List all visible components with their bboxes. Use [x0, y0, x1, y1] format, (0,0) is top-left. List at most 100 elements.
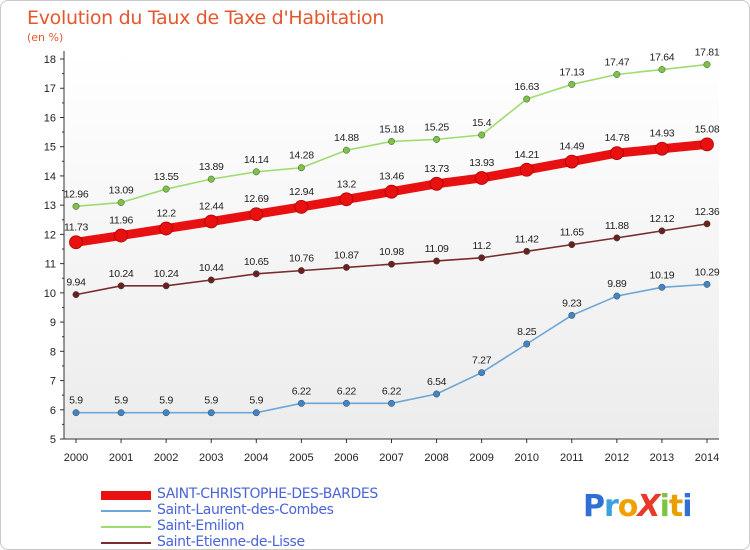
data-label: 12.12 — [650, 213, 675, 225]
x-tick-label: 2005 — [289, 452, 313, 464]
data-point — [69, 235, 83, 250]
data-point — [204, 214, 219, 229]
data-label: 15.08 — [695, 123, 720, 135]
y-tick-label: 6 — [50, 405, 56, 417]
data-label: 5.9 — [114, 395, 128, 407]
data-point — [613, 71, 621, 78]
data-point — [523, 340, 531, 348]
y-tick-label: 17 — [44, 83, 56, 95]
data-point — [249, 207, 264, 222]
logo-letter: r — [604, 489, 619, 524]
legend-swatch — [101, 542, 151, 544]
data-point — [700, 137, 714, 152]
y-tick-label: 10 — [44, 288, 56, 300]
data-point — [523, 247, 531, 255]
x-tick-label: 2006 — [334, 452, 358, 464]
data-label: 14.78 — [604, 132, 629, 144]
legend-label: Saint-Emilion — [157, 518, 245, 534]
data-point — [294, 200, 309, 214]
legend-swatch — [101, 490, 151, 500]
data-label: 11.73 — [64, 221, 88, 233]
data-point — [252, 409, 260, 417]
data-point — [384, 184, 399, 199]
data-label: 15.25 — [424, 121, 449, 133]
y-tick-label: 11 — [45, 259, 56, 271]
data-point — [207, 409, 215, 417]
data-label: 8.25 — [517, 326, 537, 338]
y-tick-label: 18 — [44, 54, 56, 66]
logo-letter: i — [659, 489, 670, 524]
data-label: 15.18 — [379, 123, 404, 135]
data-point — [478, 369, 486, 377]
y-tick-label: 5 — [50, 434, 56, 446]
x-tick-label: 2004 — [244, 452, 268, 464]
data-point — [474, 171, 489, 185]
data-label: 9.23 — [562, 297, 582, 309]
data-label: 12.44 — [199, 201, 224, 213]
data-point — [519, 162, 534, 177]
data-point — [162, 282, 170, 290]
x-tick-label: 2009 — [469, 452, 493, 464]
data-label: 13.93 — [469, 157, 494, 169]
x-tick-label: 2013 — [650, 452, 674, 464]
x-tick-label: 2002 — [154, 452, 178, 464]
plot-area — [64, 51, 719, 439]
legend-swatch — [101, 510, 151, 512]
data-label: 6.22 — [337, 385, 357, 397]
data-point — [658, 283, 666, 291]
data-point — [388, 260, 395, 268]
logo-letter: i — [682, 489, 692, 524]
data-label: 12.36 — [695, 206, 720, 218]
data-point — [433, 135, 441, 143]
data-label: 6.54 — [427, 376, 447, 388]
data-label: 14.49 — [559, 141, 584, 153]
x-tick-label: 2014 — [695, 452, 719, 464]
logo-letter: t — [668, 489, 683, 524]
legend-label: Saint-Etienne-de-Lisse — [157, 534, 305, 550]
data-label: 5.9 — [249, 395, 263, 407]
y-tick-label: 7 — [50, 376, 56, 388]
legend-swatch — [101, 526, 151, 528]
y-tick-label: 15 — [44, 142, 56, 154]
data-point — [564, 154, 579, 169]
x-tick-label: 2012 — [605, 452, 629, 464]
data-label: 11.2 — [472, 240, 491, 252]
data-label: 11.42 — [515, 233, 539, 245]
data-point — [613, 292, 621, 300]
data-label: 10.44 — [199, 262, 224, 274]
data-label: 10.87 — [334, 249, 359, 261]
data-point — [72, 202, 80, 210]
data-label: 17.81 — [695, 47, 720, 59]
legend-label: SAINT-CHRISTOPHE-DES-BARDES — [157, 486, 378, 502]
data-point — [72, 291, 80, 299]
data-label: 14.21 — [514, 149, 539, 161]
data-label: 5.9 — [69, 395, 83, 407]
y-tick-label: 13 — [44, 200, 56, 212]
data-label: 16.63 — [514, 81, 539, 93]
y-tick-label: 9 — [50, 317, 56, 329]
data-point — [117, 282, 125, 290]
data-point — [297, 267, 305, 275]
data-label: 13.89 — [199, 161, 224, 173]
data-point — [117, 409, 125, 417]
x-tick-label: 2000 — [64, 452, 88, 464]
data-point — [162, 409, 170, 417]
data-point — [297, 399, 305, 407]
data-label: 9.94 — [66, 277, 86, 289]
data-label: 10.65 — [244, 256, 269, 268]
chart-title: Evolution du Taux de Taxe d'Habitation — [27, 7, 385, 29]
data-point — [478, 131, 486, 139]
data-label: 6.22 — [382, 385, 402, 397]
data-label: 14.14 — [244, 154, 269, 166]
data-point — [207, 276, 215, 284]
logo-letter: o — [617, 489, 639, 524]
data-point — [433, 257, 441, 265]
data-label: 10.98 — [379, 246, 404, 258]
x-tick-label: 2007 — [379, 452, 403, 464]
data-point — [658, 227, 666, 235]
data-point — [703, 61, 711, 69]
x-tick-label: 2003 — [199, 452, 223, 464]
y-tick-label: 16 — [44, 112, 56, 124]
data-point — [342, 399, 350, 407]
